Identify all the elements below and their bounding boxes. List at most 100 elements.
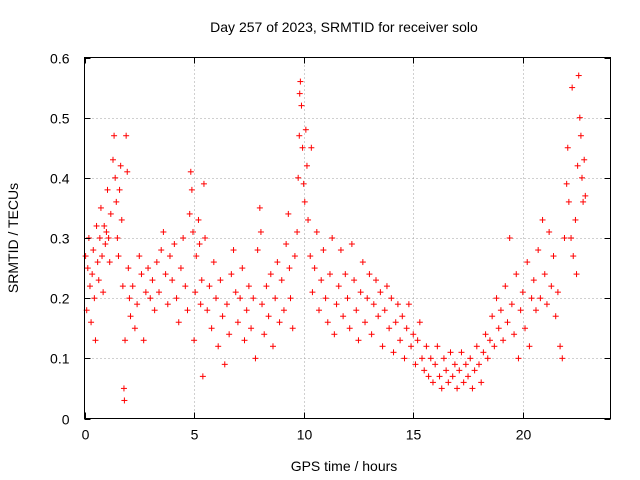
data-point [489, 313, 496, 320]
data-point [286, 265, 293, 272]
data-point [257, 228, 264, 235]
y-tick-label: 0 [62, 412, 70, 428]
data-point [335, 283, 342, 290]
data-point [535, 247, 542, 254]
data-point [308, 144, 315, 151]
data-point [228, 271, 235, 278]
data-point [90, 247, 97, 254]
data-point [121, 397, 128, 404]
data-point [280, 307, 287, 314]
data-point [502, 283, 509, 290]
data-point [180, 235, 187, 241]
data-point [151, 307, 158, 314]
data-point [160, 228, 167, 235]
data-point [346, 325, 353, 332]
data-point [99, 253, 106, 260]
data-point [187, 168, 194, 175]
data-point [221, 361, 228, 368]
data-point [294, 228, 301, 235]
data-point [408, 343, 415, 350]
data-point [197, 301, 204, 308]
data-point [401, 355, 408, 362]
y-tick-label: 0.1 [50, 351, 70, 367]
axis-ticks: 0 5 10 15 20 0 0.1 0.2 0.3 0.4 0.5 0.6 [50, 51, 611, 443]
data-point [182, 283, 189, 290]
data-point [111, 132, 118, 139]
x-tick-label: 0 [82, 427, 90, 443]
data-point [250, 295, 257, 302]
data-point [200, 180, 207, 187]
data-point [291, 253, 298, 260]
data-point [465, 373, 472, 380]
data-point [458, 349, 465, 356]
data-point [278, 277, 285, 284]
data-point [112, 174, 119, 181]
data-point [276, 319, 283, 326]
data-point [313, 228, 320, 235]
data-point [364, 295, 371, 302]
data-point [301, 198, 308, 205]
data-point [511, 331, 518, 338]
data-point [456, 367, 463, 374]
data-point [568, 235, 575, 241]
data-point [147, 295, 154, 302]
data-point [298, 102, 305, 109]
data-point [324, 319, 331, 326]
data-point [102, 241, 109, 248]
data-point [541, 271, 548, 278]
data-point [565, 198, 572, 205]
data-point [94, 259, 101, 266]
data-point [469, 385, 476, 392]
data-point [283, 241, 290, 248]
data-point [582, 192, 589, 199]
data-point [546, 228, 553, 235]
data-point [245, 283, 252, 290]
data-point [357, 289, 364, 296]
data-point [569, 84, 576, 91]
data-point [82, 253, 89, 260]
data-point [86, 283, 93, 290]
data-point [296, 90, 303, 97]
data-point [559, 355, 566, 362]
y-axis-label: SRMTID / TECUs [5, 183, 21, 293]
data-point [473, 343, 480, 350]
data-point [186, 210, 193, 217]
data-point [210, 259, 217, 266]
data-point [106, 259, 113, 266]
data-point [318, 277, 325, 284]
data-point [329, 235, 336, 241]
data-point [517, 307, 524, 314]
data-point [383, 283, 390, 290]
data-point [519, 289, 526, 296]
data-point [116, 186, 123, 193]
x-tick-label: 15 [406, 427, 422, 443]
data-point [440, 355, 447, 362]
data-point [372, 277, 379, 284]
data-point [449, 373, 456, 380]
data-point [513, 271, 520, 278]
data-point [256, 204, 263, 211]
data-point [388, 295, 395, 302]
data-point [84, 265, 91, 272]
data-point [311, 265, 318, 272]
data-point [272, 295, 279, 302]
data-point [462, 361, 469, 368]
data-point [530, 277, 537, 284]
data-point [109, 156, 116, 163]
y-tick-label: 0.3 [50, 231, 70, 247]
data-point [574, 162, 581, 169]
data-point [379, 343, 386, 350]
data-point [119, 283, 126, 290]
data-point [423, 343, 430, 350]
data-point [528, 295, 535, 302]
data-point [414, 337, 421, 344]
data-point [208, 325, 215, 332]
data-point [226, 331, 233, 338]
data-point [115, 253, 122, 260]
data-point [316, 307, 323, 314]
x-tick-label: 5 [191, 427, 199, 443]
plot-frame [84, 57, 611, 419]
data-point [234, 319, 241, 326]
data-point [104, 186, 111, 193]
data-point [263, 283, 270, 290]
